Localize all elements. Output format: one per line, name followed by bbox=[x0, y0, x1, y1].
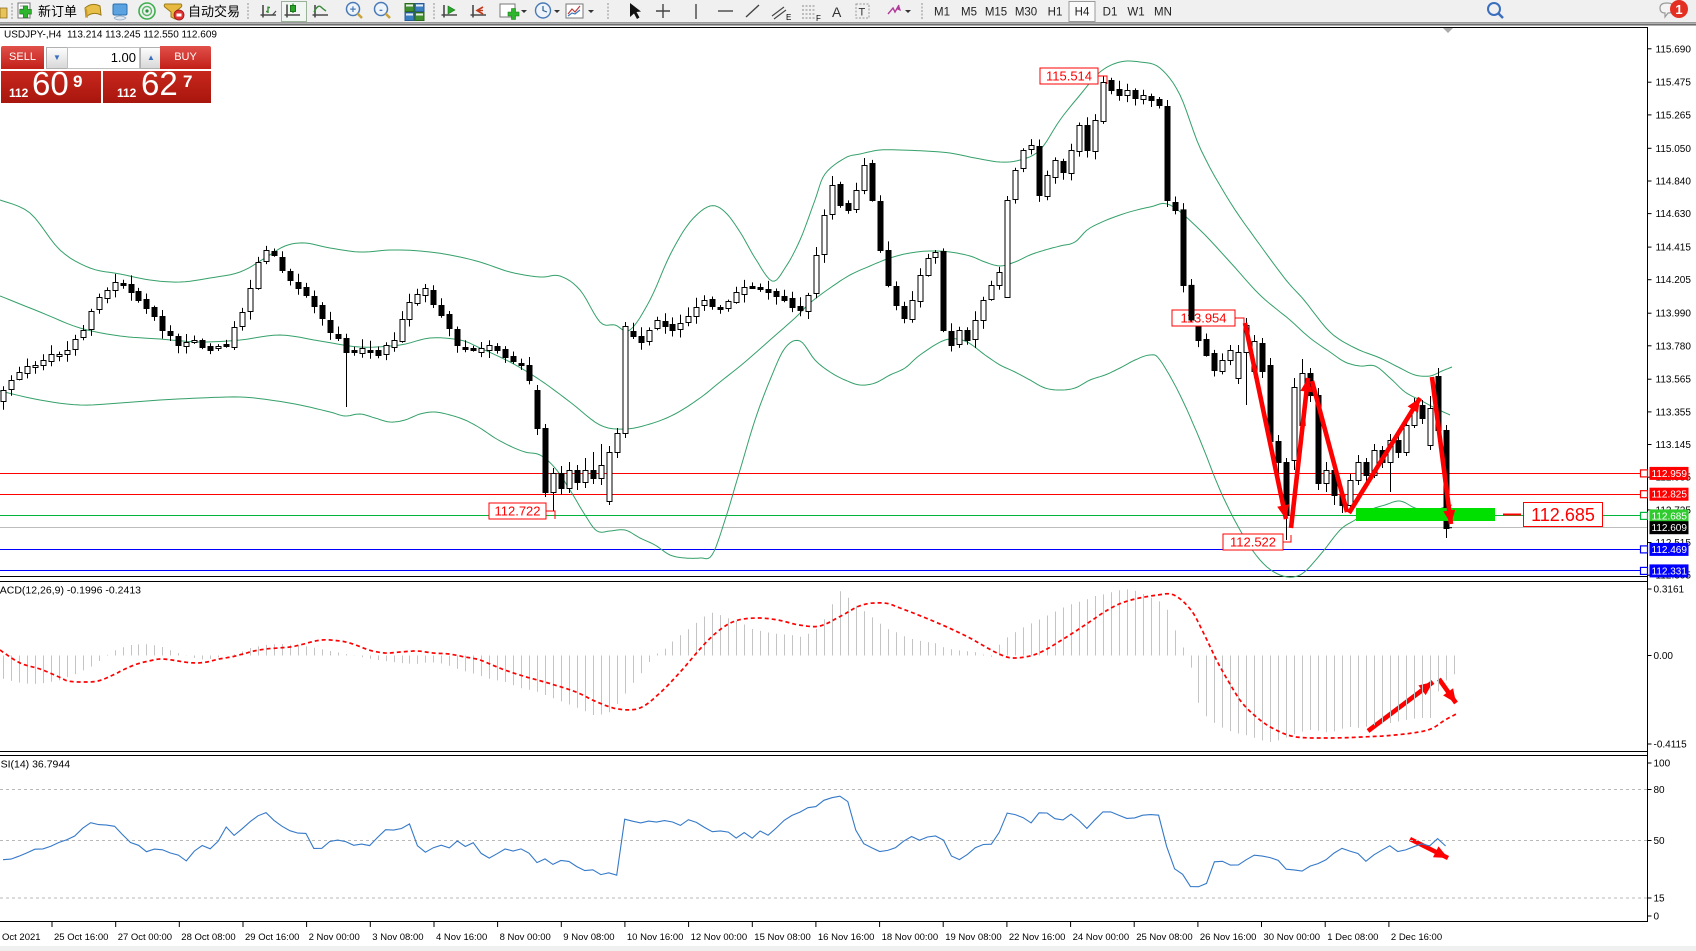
svg-text:-0.4115: -0.4115 bbox=[1654, 740, 1688, 751]
svg-text:E: E bbox=[786, 13, 791, 22]
svg-text:113.954: 113.954 bbox=[1180, 311, 1226, 326]
svg-text:-: - bbox=[379, 4, 383, 16]
svg-text:113.145: 113.145 bbox=[1656, 440, 1692, 451]
svg-text:115.690: 115.690 bbox=[1656, 44, 1692, 55]
svg-text:0: 0 bbox=[1654, 912, 1660, 923]
svg-text:114.630: 114.630 bbox=[1656, 209, 1692, 220]
svg-text:113.565: 113.565 bbox=[1656, 375, 1692, 386]
svg-text:10 Nov 16:00: 10 Nov 16:00 bbox=[627, 932, 684, 943]
svg-text:新订单: 新订单 bbox=[38, 4, 77, 19]
svg-text:25 Nov 08:00: 25 Nov 08:00 bbox=[1136, 932, 1193, 943]
svg-text:115.265: 115.265 bbox=[1656, 110, 1692, 121]
svg-text:Oct 2021: Oct 2021 bbox=[2, 932, 41, 943]
svg-text:19 Nov 08:00: 19 Nov 08:00 bbox=[945, 932, 1002, 943]
svg-text:112.685: 112.685 bbox=[1652, 511, 1688, 522]
svg-text:0.3161: 0.3161 bbox=[1654, 585, 1685, 596]
svg-text:26 Nov 16:00: 26 Nov 16:00 bbox=[1200, 932, 1257, 943]
svg-text:115.514: 115.514 bbox=[1046, 69, 1092, 84]
svg-text:113.355: 113.355 bbox=[1656, 407, 1692, 418]
svg-text:16 Nov 16:00: 16 Nov 16:00 bbox=[818, 932, 875, 943]
svg-text:9 Nov 08:00: 9 Nov 08:00 bbox=[563, 932, 614, 943]
svg-text:2 Dec 16:00: 2 Dec 16:00 bbox=[1391, 932, 1442, 943]
svg-text:112.959: 112.959 bbox=[1652, 469, 1688, 480]
svg-text:114.415: 114.415 bbox=[1656, 243, 1692, 254]
svg-text:112.825: 112.825 bbox=[1652, 490, 1688, 501]
svg-text:112.469: 112.469 bbox=[1652, 545, 1688, 556]
svg-text:25 Oct 16:00: 25 Oct 16:00 bbox=[54, 932, 108, 943]
svg-text:114.840: 114.840 bbox=[1656, 177, 1692, 188]
svg-text:W1: W1 bbox=[1127, 7, 1144, 19]
svg-text:112.331: 112.331 bbox=[1652, 566, 1688, 577]
svg-text:2 Nov 00:00: 2 Nov 00:00 bbox=[309, 932, 360, 943]
svg-text:100: 100 bbox=[1654, 759, 1671, 770]
svg-text:15 Nov 08:00: 15 Nov 08:00 bbox=[754, 932, 811, 943]
svg-text:4 Nov 16:00: 4 Nov 16:00 bbox=[436, 932, 487, 943]
svg-text:22 Nov 16:00: 22 Nov 16:00 bbox=[1009, 932, 1066, 943]
svg-text:H1: H1 bbox=[1048, 7, 1063, 19]
svg-text:T: T bbox=[859, 7, 866, 19]
svg-text:29 Oct 16:00: 29 Oct 16:00 bbox=[245, 932, 299, 943]
svg-text:A: A bbox=[832, 4, 842, 20]
svg-text:MN: MN bbox=[1154, 7, 1172, 19]
svg-text:50: 50 bbox=[1654, 836, 1666, 847]
svg-text:M30: M30 bbox=[1015, 7, 1037, 19]
svg-text:M5: M5 bbox=[961, 7, 977, 19]
svg-text:113.780: 113.780 bbox=[1656, 341, 1692, 352]
svg-text:112.685: 112.685 bbox=[1531, 505, 1595, 525]
svg-text:M15: M15 bbox=[985, 7, 1007, 19]
svg-text:12 Nov 00:00: 12 Nov 00:00 bbox=[691, 932, 748, 943]
svg-text:D1: D1 bbox=[1103, 7, 1118, 19]
svg-text:自动交易: 自动交易 bbox=[188, 4, 240, 19]
svg-text:112.722: 112.722 bbox=[494, 504, 540, 519]
svg-text:28 Oct 08:00: 28 Oct 08:00 bbox=[181, 932, 235, 943]
svg-text:115.475: 115.475 bbox=[1656, 78, 1692, 89]
svg-text:115.050: 115.050 bbox=[1656, 144, 1692, 155]
svg-text:15: 15 bbox=[1654, 894, 1666, 905]
svg-text:3 Nov 08:00: 3 Nov 08:00 bbox=[372, 932, 423, 943]
svg-text:USDJPY-,H4 113.214 113.245 11: USDJPY-,H4 113.214 113.245 112.550 112.6… bbox=[4, 30, 217, 41]
svg-text:H4: H4 bbox=[1075, 7, 1090, 19]
svg-text:1 Dec 08:00: 1 Dec 08:00 bbox=[1327, 932, 1378, 943]
svg-text:30 Nov 00:00: 30 Nov 00:00 bbox=[1264, 932, 1321, 943]
svg-text:80: 80 bbox=[1654, 785, 1666, 796]
svg-text:MACD(12,26,9) -0.1996 -0.2413: MACD(12,26,9) -0.1996 -0.2413 bbox=[0, 585, 141, 597]
svg-text:27 Oct 00:00: 27 Oct 00:00 bbox=[118, 932, 172, 943]
svg-text:8 Nov 00:00: 8 Nov 00:00 bbox=[500, 932, 551, 943]
svg-text:113.990: 113.990 bbox=[1656, 309, 1692, 320]
svg-text:18 Nov 00:00: 18 Nov 00:00 bbox=[882, 932, 939, 943]
svg-text:114.205: 114.205 bbox=[1656, 275, 1692, 286]
svg-text:RSI(14) 36.7944: RSI(14) 36.7944 bbox=[0, 759, 70, 771]
svg-text:M1: M1 bbox=[934, 7, 950, 19]
svg-text:+: + bbox=[350, 4, 356, 16]
svg-text:112.522: 112.522 bbox=[1230, 535, 1276, 550]
svg-text:112.609: 112.609 bbox=[1652, 523, 1688, 534]
svg-text:F: F bbox=[816, 14, 821, 23]
svg-text:1: 1 bbox=[1675, 2, 1682, 17]
svg-text:24 Nov 00:00: 24 Nov 00:00 bbox=[1073, 932, 1130, 943]
svg-text:0.00: 0.00 bbox=[1654, 651, 1674, 662]
